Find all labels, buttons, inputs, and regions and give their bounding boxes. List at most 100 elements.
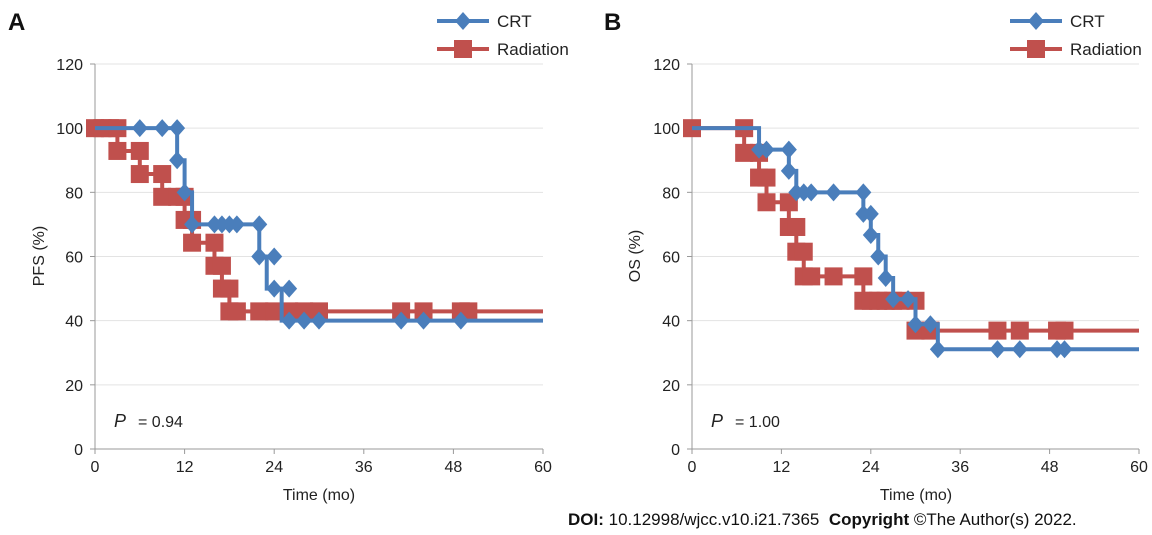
censor-marker-square	[735, 143, 754, 162]
censor-marker-diamond	[900, 290, 917, 309]
censor-marker-diamond	[929, 340, 946, 359]
x-tick-label: 12	[176, 459, 194, 476]
censor-marker-square	[824, 267, 843, 286]
censor-marker-square	[205, 233, 224, 252]
censor-marker-square	[757, 193, 776, 212]
panel-letter: B	[604, 9, 621, 36]
censor-marker-diamond	[154, 119, 171, 138]
y-tick-label: 20	[65, 378, 83, 395]
legend-item-radiation: Radiation	[437, 40, 569, 59]
censor-marker-diamond	[825, 183, 842, 202]
censor-marker-square	[183, 233, 202, 252]
legend-marker-square	[1027, 40, 1045, 58]
censor-marker-diamond	[266, 279, 283, 298]
censor-marker-diamond	[885, 290, 902, 309]
y-tick-label: 80	[662, 185, 680, 202]
censor-marker-diamond	[855, 183, 872, 202]
p-value: = 1.00	[735, 414, 780, 431]
copyright-label: Copyright	[828, 510, 910, 529]
y-tick-label: 20	[662, 378, 680, 395]
censor-marker-diamond	[877, 268, 894, 287]
censor-marker-square	[250, 302, 269, 321]
censor-marker-diamond	[803, 183, 820, 202]
censor-marker-square	[988, 321, 1007, 340]
doi-value: 10.12998/wjcc.v10.i21.7365	[608, 510, 820, 529]
legend-label: Radiation	[1070, 40, 1142, 59]
censor-marker-square	[130, 165, 149, 184]
censor-marker-square	[265, 302, 284, 321]
censor-marker-diamond	[870, 247, 887, 266]
censor-marker-square	[854, 267, 873, 286]
censor-marker-diamond	[907, 315, 924, 334]
censor-marker-square	[414, 302, 433, 321]
panel-letter: A	[8, 9, 25, 36]
censor-marker-square	[153, 187, 172, 206]
legend-marker-square	[454, 40, 472, 58]
x-tick-label: 60	[1130, 459, 1148, 476]
y-tick-label: 0	[74, 442, 83, 459]
p-value: = 0.94	[138, 414, 183, 431]
survival-curve	[95, 126, 543, 323]
x-tick-label: 60	[534, 459, 552, 476]
censor-marker-diamond	[184, 215, 201, 234]
series-crt	[692, 126, 1139, 359]
y-tick-label: 100	[653, 121, 680, 138]
censor-marker-diamond	[251, 247, 268, 266]
censor-marker-diamond	[780, 140, 797, 159]
x-tick-label: 48	[445, 459, 463, 476]
censor-marker-diamond	[228, 215, 245, 234]
x-axis-title: Time (mo)	[880, 487, 952, 504]
y-tick-label: 100	[56, 121, 83, 138]
censor-marker-square	[310, 302, 328, 321]
x-tick-label: 0	[688, 459, 697, 476]
p-value-annotation: P = 1.00	[711, 411, 780, 431]
censor-marker-diamond	[169, 151, 186, 170]
x-tick-label: 0	[91, 459, 100, 476]
censor-marker-diamond	[131, 119, 148, 138]
censor-marker-diamond	[296, 311, 313, 330]
censor-marker-diamond	[452, 311, 469, 330]
y-tick-label: 120	[56, 57, 83, 74]
censor-marker-diamond	[862, 204, 879, 223]
censor-marker-diamond	[266, 247, 283, 266]
series-radiation	[86, 119, 543, 321]
legend-marker-diamond	[455, 12, 471, 30]
censor-marker-diamond	[1056, 340, 1073, 359]
censor-marker-diamond	[415, 311, 432, 330]
censor-marker-diamond	[989, 340, 1006, 359]
x-tick-label: 12	[773, 459, 791, 476]
x-tick-label: 36	[951, 459, 969, 476]
censor-marker-square	[757, 168, 776, 187]
censor-marker-square	[108, 141, 127, 160]
censor-marker-square	[212, 256, 231, 275]
y-tick-label: 40	[662, 314, 680, 331]
legend-item-crt: CRT	[437, 12, 532, 31]
censor-marker-diamond	[758, 140, 775, 159]
x-tick-label: 24	[265, 459, 283, 476]
legend-item-radiation: Radiation	[1010, 40, 1142, 59]
y-axis-title: OS (%)	[627, 230, 644, 282]
legend-label: CRT	[1070, 12, 1105, 31]
censor-marker-diamond	[922, 315, 939, 334]
censor-marker-square	[1010, 321, 1029, 340]
legend-label: CRT	[497, 12, 532, 31]
legend-item-crt: CRT	[1010, 12, 1105, 31]
censor-marker-diamond	[281, 311, 298, 330]
censor-marker-diamond	[251, 215, 268, 234]
p-value-annotation: P = 0.94	[114, 411, 183, 431]
survival-curve	[95, 126, 543, 314]
censor-marker-square	[787, 217, 806, 236]
doi-label: DOI:	[568, 510, 604, 529]
censor-marker-diamond	[176, 183, 193, 202]
series-crt	[95, 119, 543, 330]
x-tick-label: 48	[1041, 459, 1059, 476]
censor-marker-diamond	[862, 226, 879, 245]
censor-marker-diamond	[169, 119, 186, 138]
censor-marker-square	[227, 302, 246, 321]
censor-marker-diamond	[393, 311, 410, 330]
censor-marker-square	[295, 302, 314, 321]
y-tick-label: 60	[65, 250, 83, 267]
y-tick-label: 120	[653, 57, 680, 74]
y-tick-label: 80	[65, 185, 83, 202]
